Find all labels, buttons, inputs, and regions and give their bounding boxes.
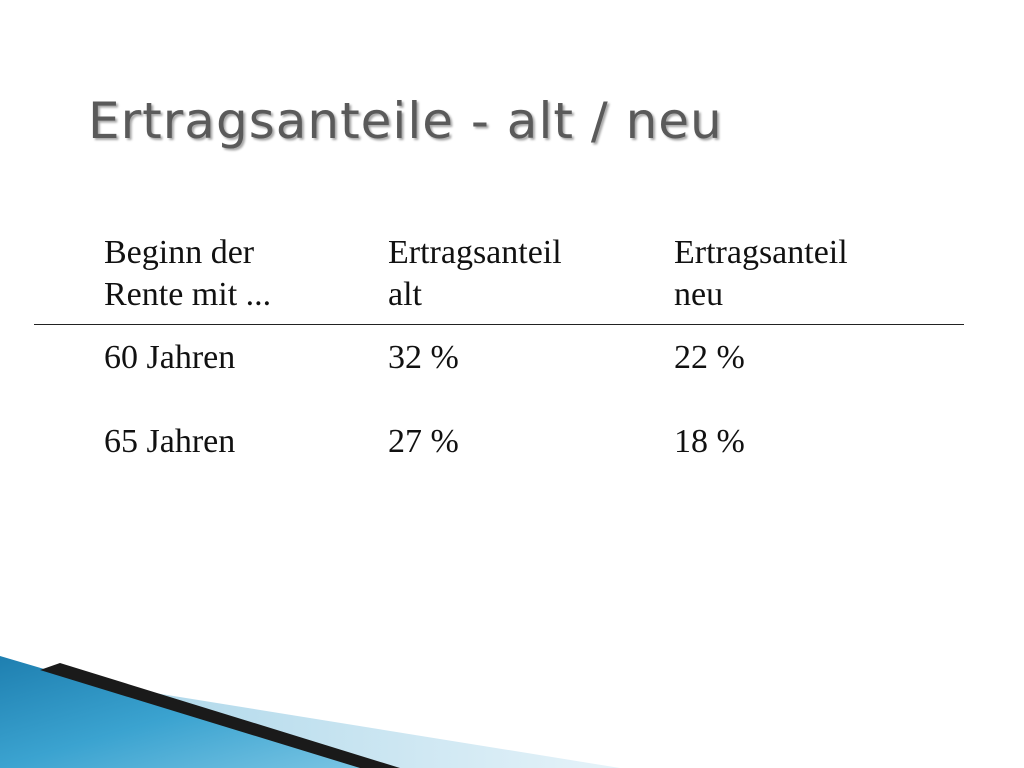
dark-stripe [40, 663, 400, 768]
header-line: Ertragsanteil [388, 234, 562, 271]
cell-share-old: 32 % [388, 339, 459, 376]
cell-share-new: 18 % [674, 423, 745, 460]
header-share-old: Ertragsanteil alt [388, 232, 562, 316]
table-row: 60 Jahren 32 % 22 % [34, 325, 964, 403]
header-line: Ertragsanteil [674, 234, 848, 271]
header-share-new: Ertragsanteil neu [674, 232, 848, 316]
cell-share-new: 22 % [674, 339, 745, 376]
header-line: alt [388, 276, 422, 313]
table-header-row: Beginn der Rente mit ... Ertragsanteil a… [34, 226, 964, 325]
header-line: Rente mit ... [104, 276, 272, 313]
header-line: neu [674, 276, 724, 313]
header-start-of-pension: Beginn der Rente mit ... [104, 232, 271, 316]
cell-share-old: 27 % [388, 423, 459, 460]
table-row: 65 Jahren 27 % 18 % [34, 403, 964, 483]
header-line: Beginn der [104, 234, 255, 271]
cell-age: 65 Jahren [104, 423, 236, 460]
cell-age: 60 Jahren [104, 339, 236, 376]
comparison-table: Beginn der Rente mit ... Ertragsanteil a… [34, 226, 964, 483]
decorative-swoosh [0, 656, 620, 768]
slide-title: Ertragsanteile - alt / neu [88, 92, 723, 150]
